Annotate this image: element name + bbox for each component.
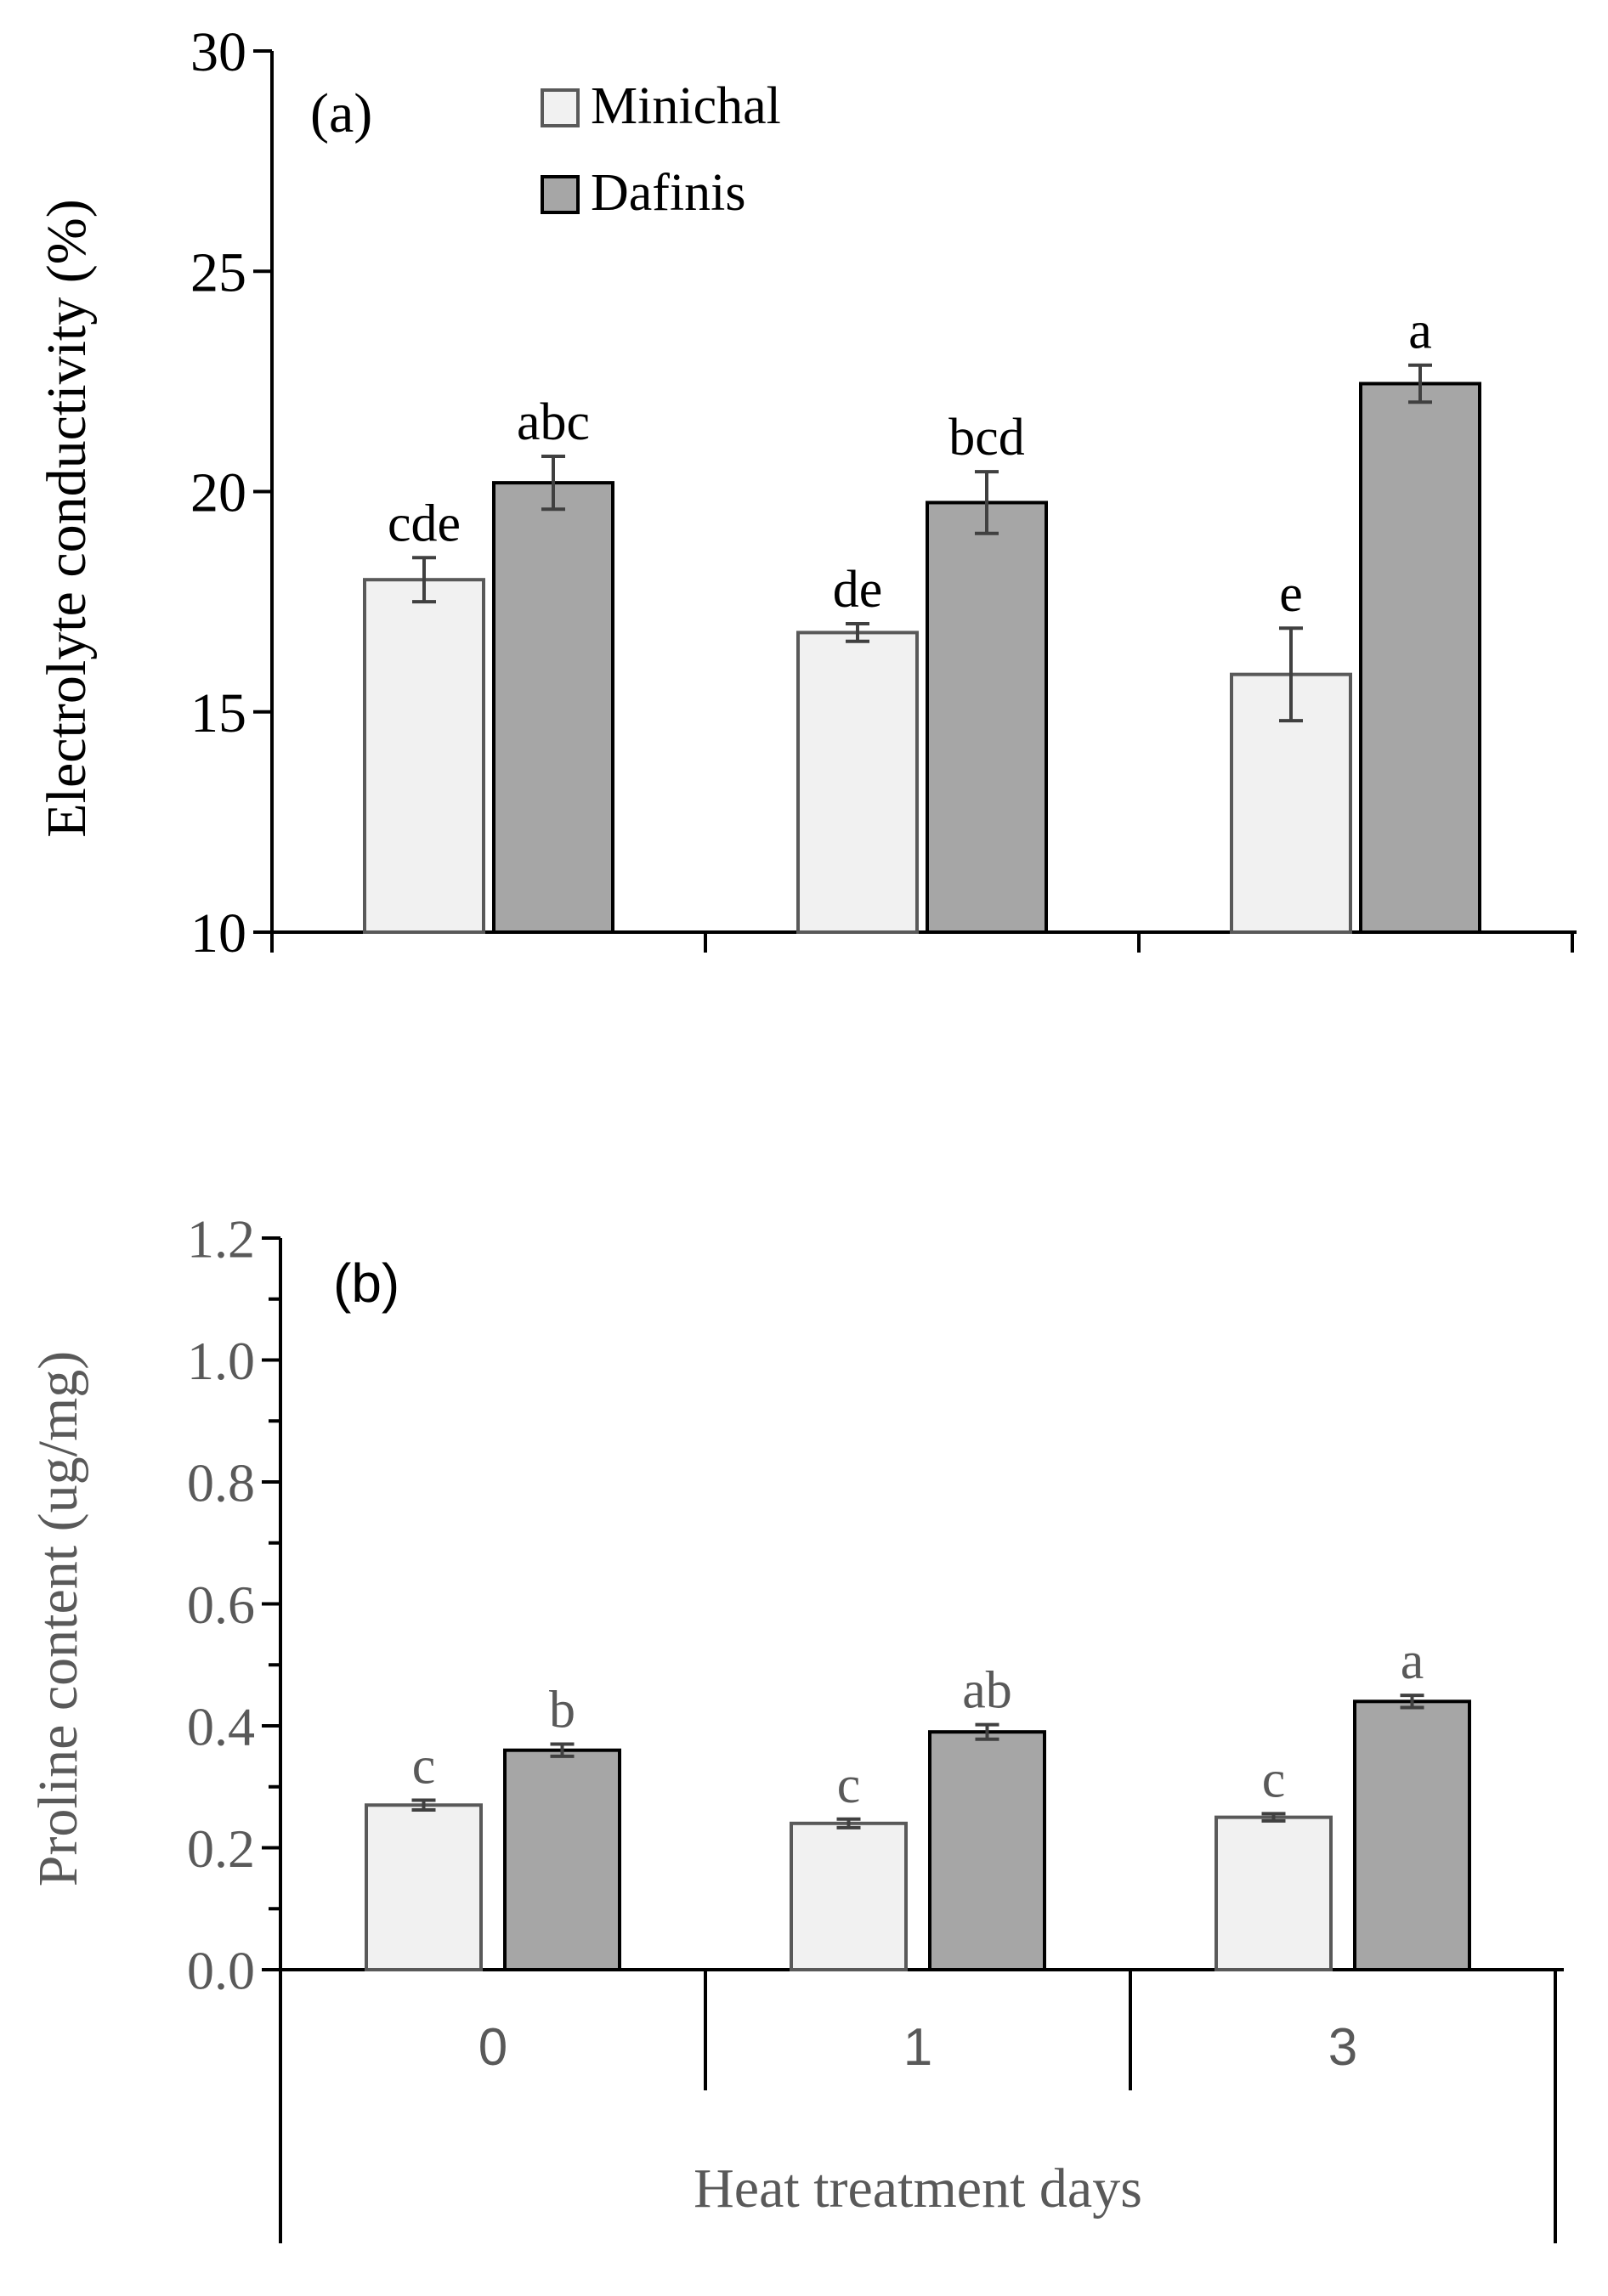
legend-swatch-dafinis: [541, 175, 580, 214]
panel-b-x-tick-label: 3: [1328, 2018, 1357, 2077]
panel-b-y-tick-label: 0.6: [187, 1575, 255, 1635]
panel-b-y-axis-title: Proline content (ug/mg): [27, 1351, 89, 1887]
legend-label-minichal: Minichal: [591, 77, 781, 135]
panel-a-y-tick-label: 20: [190, 462, 246, 524]
panel-b-y-tick-label: 0.4: [187, 1696, 255, 1756]
panel-a-significance-letter: bcd: [948, 409, 1025, 467]
panel-b-y-tick-label: 0.0: [187, 1940, 255, 2000]
legend-swatch-minichal: [541, 88, 580, 127]
legend: Minichal Dafinis: [541, 77, 781, 222]
panel-b-significance-letter: b: [549, 1682, 575, 1739]
panel-b-bar-minichal-day-1: [790, 1821, 908, 1972]
panel-b-bar-dafinis-day-3: [1353, 1699, 1471, 1972]
panel-b-x-axis-title: Heat treatment days: [694, 2157, 1142, 2220]
panel-a-label: (a): [310, 82, 372, 144]
panel-a-bar-minichal-day-1: [796, 631, 919, 934]
panel-b-x-tick-label: 1: [903, 2018, 932, 2077]
panel-b-bar-minichal-day-3: [1214, 1815, 1333, 1971]
panel-a-significance-letter: de: [833, 561, 883, 619]
panel-a-bar-dafinis-day-3: [1359, 382, 1481, 934]
legend-label-dafinis: Dafinis: [591, 164, 746, 222]
panel-b-label: (b): [333, 1253, 399, 1314]
panel-b-proline-content: (b) Proline content (ug/mg) Heat treatme…: [27, 1208, 1564, 2243]
panel-b-y-tick-label: 1.2: [187, 1208, 255, 1269]
panel-a-bar-dafinis-day-0: [492, 481, 614, 934]
panel-b-bar-minichal-day-0: [365, 1803, 483, 1971]
panel-a-y-tick-label: 30: [190, 21, 246, 83]
panel-a-y-tick-label: 10: [190, 902, 246, 964]
panel-b-y-tick-label: 1.0: [187, 1331, 255, 1391]
panel-b-significance-letter: c: [837, 1756, 861, 1814]
panel-a-y-axis-title: Electrolyte conductivity (%): [36, 199, 98, 837]
panel-a-y-tick-label: 15: [190, 682, 246, 744]
panel-b-significance-letter: ab: [962, 1662, 1012, 1720]
panel-a-significance-letter: a: [1408, 303, 1432, 360]
panel-b-y-tick-label: 0.8: [187, 1452, 255, 1513]
panel-a-significance-letter: abc: [517, 393, 590, 451]
panel-b-significance-letter: c: [412, 1738, 436, 1796]
panel-a-y-tick-label: 25: [190, 241, 246, 303]
panel-b-x-tick-label: 0: [478, 2018, 507, 2077]
panel-a-significance-letter: e: [1279, 565, 1303, 623]
panel-a-bar-dafinis-day-1: [926, 500, 1048, 935]
panel-b-bar-dafinis-day-0: [503, 1748, 621, 1971]
panel-b-significance-letter: a: [1401, 1632, 1424, 1690]
panel-b-y-tick-label: 0.2: [187, 1818, 255, 1879]
panel-a-electrolyte-conductivity: (a) Electrolyte conductivity (%) Minicha…: [36, 21, 1577, 964]
panel-a-significance-letter: cde: [388, 495, 461, 552]
panel-b-bar-dafinis-day-1: [928, 1730, 1046, 1972]
panel-b-significance-letter: c: [1262, 1750, 1286, 1808]
panel-a-bar-minichal-day-0: [363, 578, 485, 934]
